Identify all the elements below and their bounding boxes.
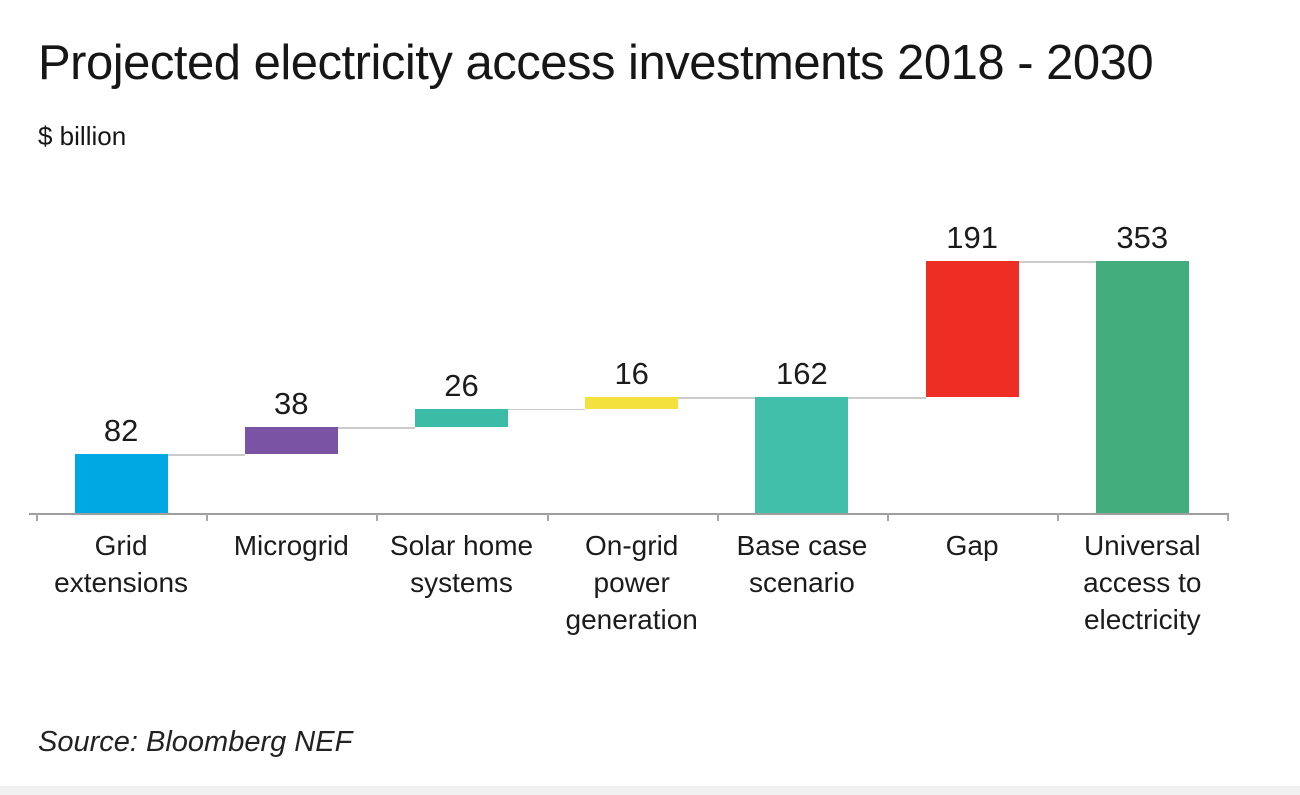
- category-label-base-case-scenario: Base case scenario: [736, 530, 868, 598]
- axis-tick: [206, 513, 209, 521]
- connector-line: [1018, 261, 1096, 263]
- axis-tick: [887, 513, 889, 521]
- bar-microgrid: [244, 427, 338, 455]
- waterfall-chart: 82 Grid extensions 38 Microgrid 26 Solar home…: [29, 220, 1230, 635]
- bar-solar-home-systems: [415, 408, 508, 428]
- value-label-grid-extensions: 82: [103, 413, 139, 449]
- connector-line: [678, 397, 756, 399]
- axis-tick: [1227, 513, 1230, 521]
- value-label-universal-access-to-electricity: 353: [1116, 220, 1169, 255]
- value-label-solar-home-systems: 26: [444, 367, 479, 403]
- axis-tick: [36, 513, 38, 521]
- value-label-gap: 191: [946, 220, 998, 255]
- axis-tick: [716, 513, 719, 521]
- bar-on-grid-power-generation: [585, 397, 679, 409]
- axis-tick: [376, 513, 379, 521]
- bar-grid-extensions: [74, 454, 168, 513]
- connector-line: [167, 454, 245, 456]
- value-label-base-case-scenario: 162: [776, 356, 828, 392]
- category-label-on-grid-power-generation: On-grid power generation: [565, 530, 698, 635]
- connector-line: [508, 408, 586, 411]
- source-note: Source: Bloomberg NEF: [38, 726, 353, 758]
- x-axis-line: [29, 513, 1228, 515]
- bar-gap: [925, 261, 1019, 398]
- bar-base-case-scenario: [755, 397, 849, 513]
- axis-tick: [1057, 513, 1060, 521]
- value-label-on-grid-power-generation: 16: [614, 356, 649, 392]
- category-label-microgrid: Microgrid: [233, 530, 349, 561]
- value-label-microgrid: 38: [274, 386, 309, 422]
- footer-strip: [0, 786, 1300, 795]
- category-label-solar-home-systems: Solar home systems: [389, 530, 534, 598]
- connector-line: [337, 427, 415, 429]
- connector-line: [848, 397, 926, 399]
- category-label-universal-access-to-electricity: Universal access to electricity: [1083, 530, 1202, 635]
- chart-unit-label: $ billion: [38, 121, 127, 151]
- category-label-grid-extensions: Grid extensions: [54, 530, 189, 598]
- category-label-gap: Gap: [945, 530, 999, 561]
- axis-tick: [546, 513, 549, 521]
- page-title: Projected electricity access investments…: [38, 36, 1154, 90]
- bar-universal-access-to-electricity: [1095, 261, 1189, 513]
